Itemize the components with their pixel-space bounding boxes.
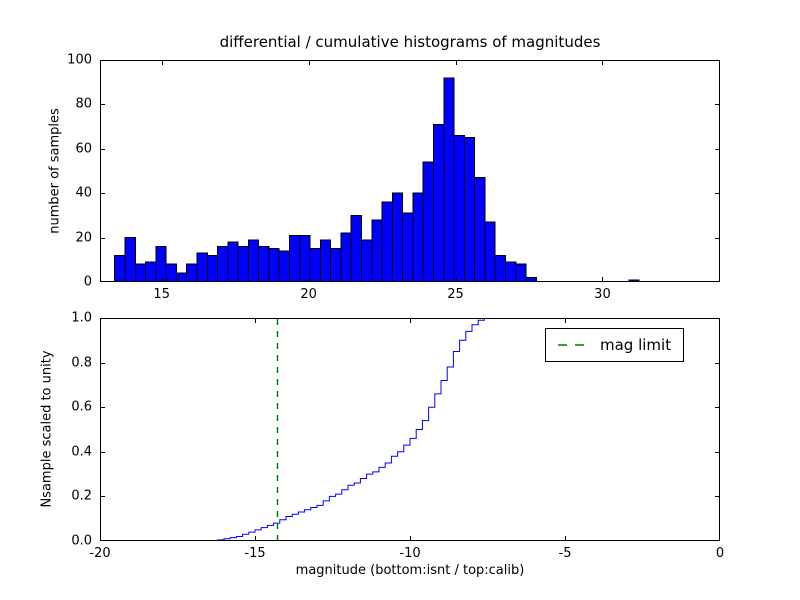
axes-frame	[100, 60, 720, 282]
histogram-bar	[227, 241, 239, 282]
histogram-bar	[175, 272, 188, 282]
histogram-bar	[319, 239, 332, 282]
y-tick-label: 100	[67, 52, 92, 68]
dashed-line-icon	[558, 344, 590, 346]
histogram-bar	[340, 232, 352, 282]
y-tick-label: 60	[75, 141, 92, 157]
histogram-bar	[433, 123, 445, 282]
histogram-bar	[206, 254, 219, 282]
histogram-bar	[391, 192, 404, 282]
histogram-bar	[474, 177, 486, 282]
histogram-bar	[268, 248, 280, 282]
histogram-bar	[247, 239, 260, 282]
histogram-bar	[443, 77, 455, 282]
x-tick-label: -10	[399, 546, 421, 561]
histogram-bar	[114, 254, 126, 282]
y-tick-label: 0.0	[71, 533, 92, 549]
histogram-bar	[217, 245, 229, 282]
histogram-bar	[299, 234, 311, 282]
histogram-bar	[350, 214, 363, 282]
histogram-bar	[371, 219, 383, 282]
x-axis-label: magnitude (bottom:isnt / top:calib)	[295, 563, 525, 578]
x-tick-label: -20	[89, 546, 111, 561]
y-tick-label: 0.2	[71, 488, 92, 504]
histogram-bar	[422, 161, 435, 282]
x-tick-label: 25	[447, 287, 464, 302]
histogram-bar	[237, 245, 249, 282]
cumulative-plot	[100, 318, 720, 541]
histogram-bar	[463, 137, 476, 282]
histogram-bar	[381, 201, 393, 282]
histogram-bar	[515, 263, 527, 282]
histogram-bar	[186, 263, 198, 282]
axes-frame	[100, 318, 720, 541]
bottom-y-axis-label: Nsample scaled to unity	[39, 350, 55, 508]
histogram-bar	[330, 248, 342, 282]
chart-title: differential / cumulative histograms of …	[219, 33, 601, 51]
histogram-bar	[504, 261, 517, 282]
x-tick-label: -15	[244, 546, 266, 561]
histogram-bar	[258, 245, 270, 282]
x-tick-label: 20	[300, 287, 317, 302]
y-tick-label: 0.6	[71, 399, 92, 415]
y-tick-label: 0	[83, 274, 92, 290]
histogram-bar	[412, 192, 424, 282]
histogram-bar	[155, 245, 167, 282]
legend: mag limit	[545, 328, 685, 362]
histogram-bar	[145, 261, 157, 282]
histogram-bar	[134, 263, 147, 282]
x-tick-label: -5	[558, 546, 572, 561]
histogram-bar	[494, 254, 506, 282]
cumulative-line	[211, 318, 534, 541]
y-tick-label: 80	[75, 96, 92, 112]
y-tick-label: 20	[75, 230, 92, 246]
y-tick-label: 0.8	[71, 355, 92, 371]
histogram-bar	[196, 252, 208, 282]
histogram-bar	[124, 237, 136, 282]
x-tick-label: 30	[594, 287, 611, 302]
histogram-bar	[453, 134, 465, 282]
histogram-bar	[361, 239, 373, 282]
histogram-bar	[484, 221, 496, 282]
x-tick-label: 15	[153, 287, 170, 302]
histogram-bar	[289, 234, 301, 282]
y-tick-label: 0.4	[71, 444, 92, 460]
x-tick-label: 0	[715, 546, 725, 561]
y-tick-label: 40	[75, 185, 92, 201]
histogram-bar	[278, 250, 291, 282]
y-tick-label: 1.0	[71, 310, 92, 326]
histogram-bar	[309, 248, 321, 282]
histogram-bar	[165, 263, 177, 282]
histogram-bar	[402, 212, 414, 282]
top-y-axis-label: number of samples	[47, 108, 63, 234]
histogram-plot	[100, 60, 720, 282]
legend-label: mag limit	[600, 336, 672, 354]
